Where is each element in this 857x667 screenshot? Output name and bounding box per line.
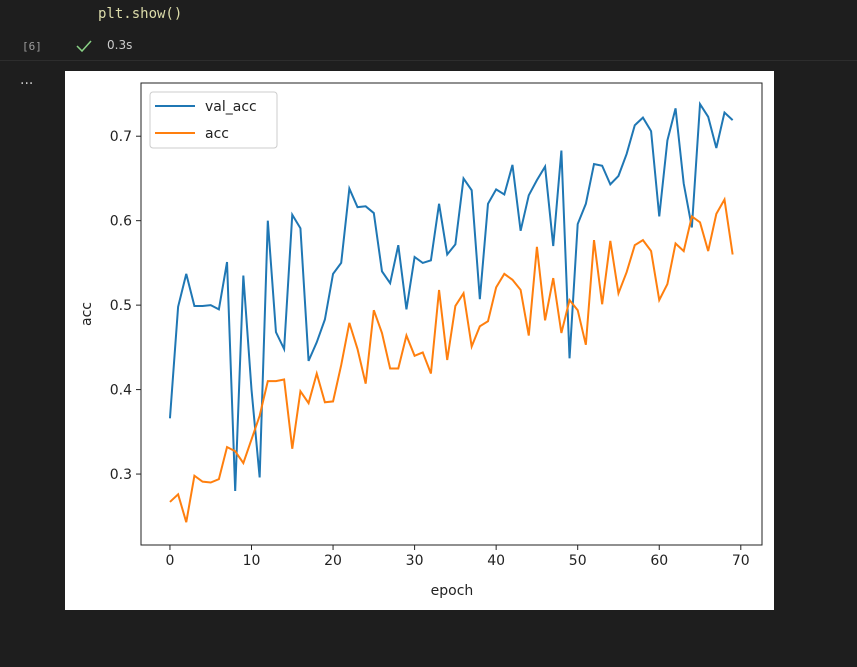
x-axis-label: epoch <box>431 583 474 599</box>
y-tick-label: 0.7 <box>110 129 132 145</box>
duration: 0.3s <box>107 38 133 52</box>
execution-count: [6] <box>22 40 42 53</box>
x-tick-label: 20 <box>324 553 342 569</box>
line-series <box>168 101 734 491</box>
code-cell: plt.show() [6] 0.3s <box>0 0 857 61</box>
y-tick-label: 0.3 <box>110 467 132 483</box>
x-tick-label: 70 <box>732 553 750 569</box>
legend-label: acc <box>205 126 229 142</box>
chart: epoch acc 0 10 20 30 40 50 60 70 0.3 0.4 0.5 0.6 0.7… <box>65 71 774 610</box>
y-tick-label: 0.6 <box>110 214 132 230</box>
y-tick-label: 0.5 <box>110 298 132 314</box>
x-tick-label: 10 <box>243 553 261 569</box>
x-tick-label: 0 <box>165 553 174 569</box>
legend-label: val_acc <box>205 99 257 115</box>
x-tick-label: 60 <box>650 553 668 569</box>
x-tick-label: 30 <box>406 553 424 569</box>
y-axis-label: acc <box>79 302 95 326</box>
code-line: plt.show() <box>98 6 183 22</box>
axes-frame <box>140 82 763 546</box>
x-tick-label: 40 <box>487 553 505 569</box>
y-tick-label: 0.4 <box>110 383 132 399</box>
x-tick-label: 50 <box>569 553 587 569</box>
output-menu[interactable]: ... <box>20 72 34 88</box>
line-series <box>169 196 734 523</box>
success-icon <box>76 40 92 53</box>
